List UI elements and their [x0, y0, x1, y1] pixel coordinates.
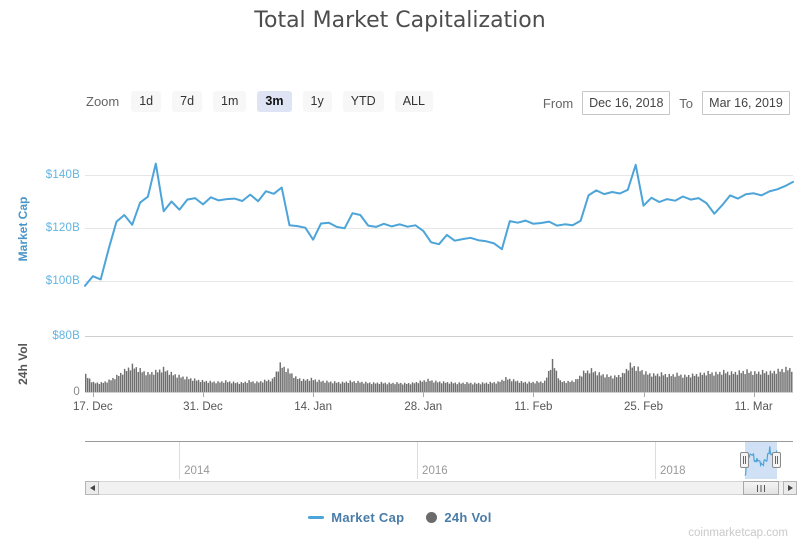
- vol-axis-tick-label: 0: [73, 386, 80, 398]
- legend-label: Market Cap: [331, 510, 405, 525]
- x-axis-tick-label: 14. Jan: [294, 401, 332, 413]
- x-axis-tick: [92, 392, 94, 397]
- zoom-button-all[interactable]: ALL: [394, 91, 433, 112]
- legend-label: 24h Vol: [444, 510, 492, 525]
- zoom-button-1d[interactable]: 1d: [131, 91, 162, 112]
- legend-item-24h-vol[interactable]: 24h Vol: [426, 510, 491, 525]
- navigator-right-handle[interactable]: [771, 452, 781, 468]
- navigator-year-label: 2014: [184, 465, 210, 477]
- chart-title: Total Market Capitalization: [254, 8, 546, 33]
- scrollbar-track[interactable]: [85, 481, 797, 495]
- y-axis-tick-label: $100B: [45, 275, 80, 287]
- x-axis-tick: [203, 392, 204, 397]
- zoom-buttons: 1d 7d 1m 3m 1y YTD ALL: [131, 91, 433, 112]
- x-axis-tick: [423, 392, 425, 397]
- x-axis-tick: [533, 392, 535, 397]
- navigator-left-handle[interactable]: [739, 452, 749, 468]
- from-date-input[interactable]: [582, 91, 671, 115]
- x-axis-tick-label: 17. Dec: [73, 401, 113, 413]
- x-axis-tick-label: 11. Feb: [514, 401, 553, 413]
- x-axis-tick: [643, 392, 645, 397]
- navigator-year-gridline: [654, 442, 656, 479]
- left-arrow-icon: [89, 485, 95, 491]
- legend: Market Cap 24h Vol: [0, 510, 800, 525]
- to-date-input[interactable]: [702, 91, 790, 115]
- navigator-mini-series: [744, 446, 778, 476]
- navigator-selected-range[interactable]: [744, 442, 777, 479]
- thumb-grip-icon: [756, 484, 765, 492]
- to-label: To: [679, 95, 693, 111]
- volume-plot: [85, 336, 793, 392]
- x-axis-line: [85, 392, 793, 393]
- volume-column-series: [85, 358, 793, 392]
- right-arrow-icon: [787, 485, 793, 491]
- circle-series-marker-icon: [426, 512, 438, 523]
- navigator-top-border: [85, 441, 793, 442]
- x-axis-tick: [753, 392, 755, 397]
- navigator-year-label: 2016: [422, 465, 448, 477]
- y-axis-tick-label: $120B: [45, 222, 80, 234]
- zoom-range-selector: Zoom 1d 7d 1m 3m 1y YTD ALL: [86, 91, 433, 112]
- x-axis-tick-label: 28. Jan: [404, 401, 443, 413]
- x-axis-tick: [313, 392, 315, 397]
- legend-item-market-cap[interactable]: Market Cap: [308, 510, 404, 525]
- from-label: From: [542, 95, 574, 111]
- x-axis-tick-label: 31. Dec: [183, 401, 223, 413]
- x-axis-tick-label: 25. Feb: [624, 401, 664, 413]
- market-cap-line-series: [84, 162, 794, 287]
- market-cap-plot: [84, 162, 794, 287]
- navigator-year-label: 2018: [659, 465, 686, 477]
- scrollbar-left-arrow[interactable]: [85, 481, 99, 495]
- vol-axis-tick-label: $80B: [52, 330, 80, 342]
- navigator-year-gridline: [417, 442, 419, 479]
- zoom-button-7d[interactable]: 7d: [172, 91, 203, 112]
- navigator-year-gridline: [179, 442, 181, 479]
- line-series-marker-icon: [308, 516, 325, 519]
- scrollbar-right-arrow[interactable]: [783, 481, 797, 495]
- zoom-button-1y[interactable]: 1y: [302, 91, 332, 112]
- zoom-button-3m[interactable]: 3m: [257, 91, 292, 112]
- y-axis-tick-label: $140B: [45, 169, 80, 181]
- zoom-button-ytd[interactable]: YTD: [342, 91, 384, 112]
- zoom-label: Zoom: [86, 93, 120, 109]
- date-range-selector: From To: [543, 91, 790, 115]
- x-axis-tick-label: 11. Mar: [734, 401, 773, 413]
- zoom-button-1m[interactable]: 1m: [213, 91, 247, 112]
- watermark: coinmarketcap.com: [688, 527, 788, 539]
- scrollbar-thumb[interactable]: [742, 481, 779, 495]
